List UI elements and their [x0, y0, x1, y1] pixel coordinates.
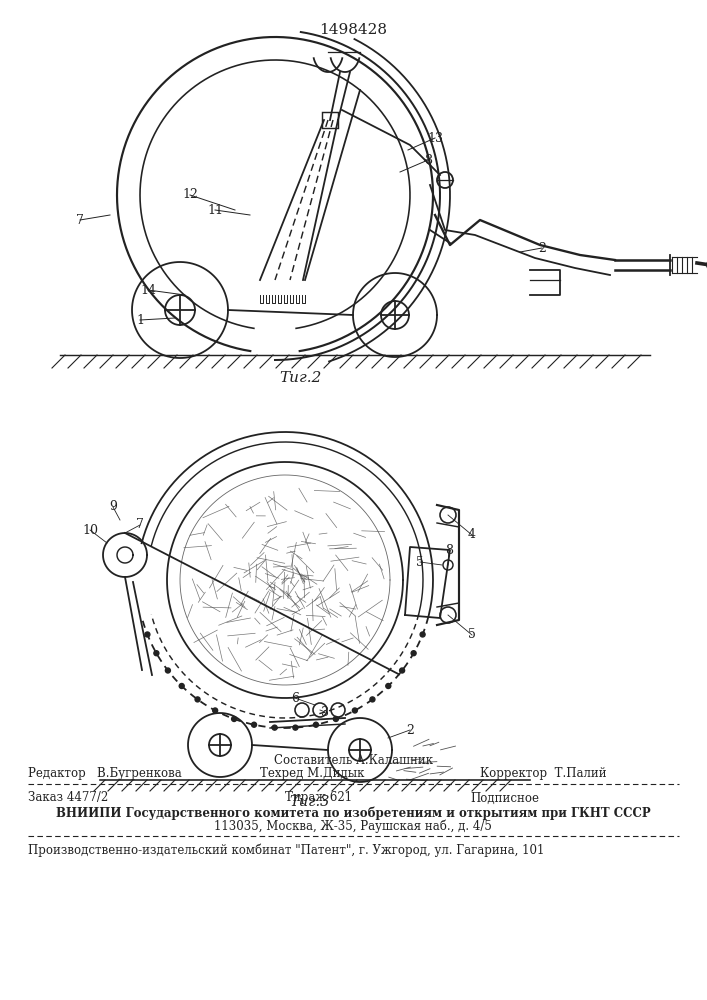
Text: Τиг.3: Τиг.3 [290, 795, 330, 809]
Circle shape [334, 716, 339, 721]
Circle shape [154, 651, 159, 656]
Circle shape [370, 697, 375, 702]
Text: Тираж 621: Тираж 621 [285, 792, 352, 804]
Circle shape [195, 697, 200, 702]
Text: 5: 5 [416, 556, 424, 568]
Text: 5: 5 [468, 629, 476, 642]
Text: 7: 7 [136, 518, 144, 532]
Circle shape [179, 683, 185, 688]
Text: 3: 3 [321, 706, 329, 718]
Text: Корректор  Т.Палий: Корректор Т.Палий [480, 768, 607, 780]
Text: Заказ 4477/2: Заказ 4477/2 [28, 792, 108, 804]
Text: 2: 2 [538, 241, 546, 254]
Bar [322, 112, 338, 128]
Circle shape [411, 651, 416, 656]
Text: 12: 12 [182, 188, 198, 202]
Text: 4: 4 [468, 528, 476, 542]
Text: 7: 7 [76, 214, 84, 227]
Text: 2: 2 [406, 724, 414, 736]
Circle shape [145, 632, 150, 637]
Circle shape [272, 725, 277, 730]
Circle shape [232, 716, 237, 721]
Circle shape [165, 668, 170, 673]
Circle shape [386, 683, 391, 688]
Text: 6: 6 [291, 692, 299, 704]
Text: 1498428: 1498428 [319, 23, 387, 37]
Text: 11: 11 [207, 204, 223, 217]
Text: ВНИИПИ Государственного комитета по изобретениям и открытиям при ГКНТ СССР: ВНИИПИ Государственного комитета по изоб… [56, 806, 650, 820]
Text: 113035, Москва, Ж-35, Раушская наб., д. 4/5: 113035, Москва, Ж-35, Раушская наб., д. … [214, 819, 492, 833]
Text: Производственно-издательский комбинат "Патент", г. Ужгород, ул. Гагарина, 101: Производственно-издательский комбинат "П… [28, 843, 544, 857]
Text: 14: 14 [140, 284, 156, 296]
Text: Техред М.Дидык: Техред М.Дидык [260, 768, 364, 780]
Text: 8: 8 [445, 544, 453, 556]
Text: 8: 8 [424, 153, 432, 166]
Circle shape [213, 708, 218, 713]
Circle shape [420, 632, 425, 637]
Text: Τиг.2: Τиг.2 [279, 371, 321, 385]
Circle shape [293, 725, 298, 730]
Circle shape [399, 668, 404, 673]
Text: 13: 13 [427, 131, 443, 144]
Text: Редактор   В.Бугренкова: Редактор В.Бугренкова [28, 768, 182, 780]
Text: 9: 9 [109, 500, 117, 514]
Circle shape [313, 722, 318, 727]
Circle shape [252, 722, 257, 727]
Text: Подписное: Подписное [470, 792, 539, 804]
Text: 1: 1 [136, 314, 144, 326]
Text: 10: 10 [82, 524, 98, 536]
Circle shape [352, 708, 357, 713]
Text: Составитель А.Калашник: Составитель А.Калашник [274, 754, 433, 766]
